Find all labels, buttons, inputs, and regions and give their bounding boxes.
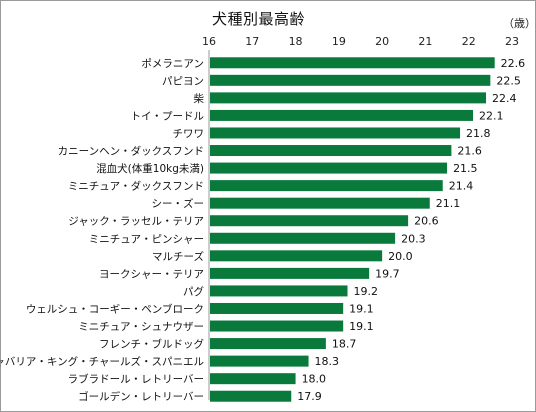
bar	[210, 267, 370, 279]
category-label: ジャック・ラッセル・テリア	[68, 216, 204, 228]
category-label: パピヨン	[162, 75, 204, 87]
bar	[210, 57, 495, 69]
value-label: 18.3	[315, 355, 340, 368]
value-label: 22.5	[496, 74, 521, 87]
bar	[210, 127, 461, 139]
bar	[210, 355, 309, 367]
value-label: 21.5	[453, 162, 478, 175]
category-label: ミニチュア・シュナウザー	[78, 321, 204, 333]
chart-title: 犬種別最高齢	[212, 10, 306, 28]
value-label: 19.2	[354, 285, 379, 298]
category-label: ウェルシュ・コーギー・ペンブローク	[26, 302, 204, 315]
category-label: シー・ズー	[152, 197, 205, 210]
bar	[210, 74, 491, 86]
bar	[210, 215, 409, 227]
category-label: フレンチ・ブルドッグ	[99, 338, 204, 351]
value-label: 22.6	[501, 57, 525, 70]
bar	[210, 390, 292, 402]
category-label: トイ・プードル	[131, 110, 205, 122]
bar	[210, 197, 430, 209]
bar	[210, 320, 344, 332]
category-label: 混血犬(体重10kg未満)	[96, 162, 204, 175]
value-label: 21.6	[457, 145, 482, 158]
x-tick-label: 17	[245, 35, 259, 48]
x-tick-label: 23	[505, 35, 519, 48]
category-label: マルチーズ	[152, 250, 204, 263]
value-label: 19.1	[349, 302, 374, 315]
category-label: ミニチュア・ピンシャー	[89, 233, 204, 245]
category-label: ミニチュア・ダックスフンド	[68, 180, 204, 193]
category-label: キャバリア・キング・チャールズ・スパニエル	[0, 355, 204, 368]
value-label: 21.8	[466, 127, 491, 140]
category-label: チワワ	[173, 128, 205, 140]
bar	[210, 109, 474, 121]
x-tick-label: 22	[462, 35, 476, 48]
category-label: パグ	[183, 285, 204, 298]
x-tick-label: 19	[332, 35, 346, 48]
x-tick-label: 21	[418, 35, 432, 48]
category-label: 柴	[194, 92, 205, 105]
bar	[210, 92, 487, 104]
category-label: ラブラドール・レトリーバー	[68, 373, 204, 386]
x-tick-label: 18	[289, 35, 303, 48]
bar	[210, 338, 326, 350]
value-label: 18.0	[302, 373, 327, 386]
value-label: 20.3	[401, 232, 426, 245]
value-label: 20.6	[414, 215, 439, 228]
bar	[210, 285, 348, 297]
value-label: 22.1	[479, 109, 504, 122]
category-label: ゴールデン・レトリーバー	[78, 390, 204, 403]
category-label: ポメラニアン	[141, 58, 204, 70]
value-label: 19.7	[375, 267, 400, 280]
bar	[210, 302, 344, 314]
value-label: 17.9	[297, 390, 322, 403]
value-label: 21.4	[449, 180, 474, 193]
value-label: 22.4	[492, 92, 517, 105]
bar	[210, 145, 452, 157]
unit-label: （歳）	[503, 17, 536, 30]
bar	[210, 373, 296, 385]
bar	[210, 180, 443, 192]
x-tick-label: 20	[375, 35, 389, 48]
bar	[210, 232, 396, 244]
category-label: カニーンヘン・ダックスフンド	[58, 145, 204, 158]
value-label: 19.1	[349, 320, 374, 333]
x-tick-label: 16	[202, 35, 216, 48]
value-label: 18.7	[332, 338, 357, 351]
value-label: 20.0	[388, 250, 413, 263]
bar	[210, 162, 448, 174]
category-label: ヨークシャー・テリア	[99, 268, 204, 280]
bar	[210, 250, 383, 262]
value-label: 21.1	[436, 197, 461, 210]
